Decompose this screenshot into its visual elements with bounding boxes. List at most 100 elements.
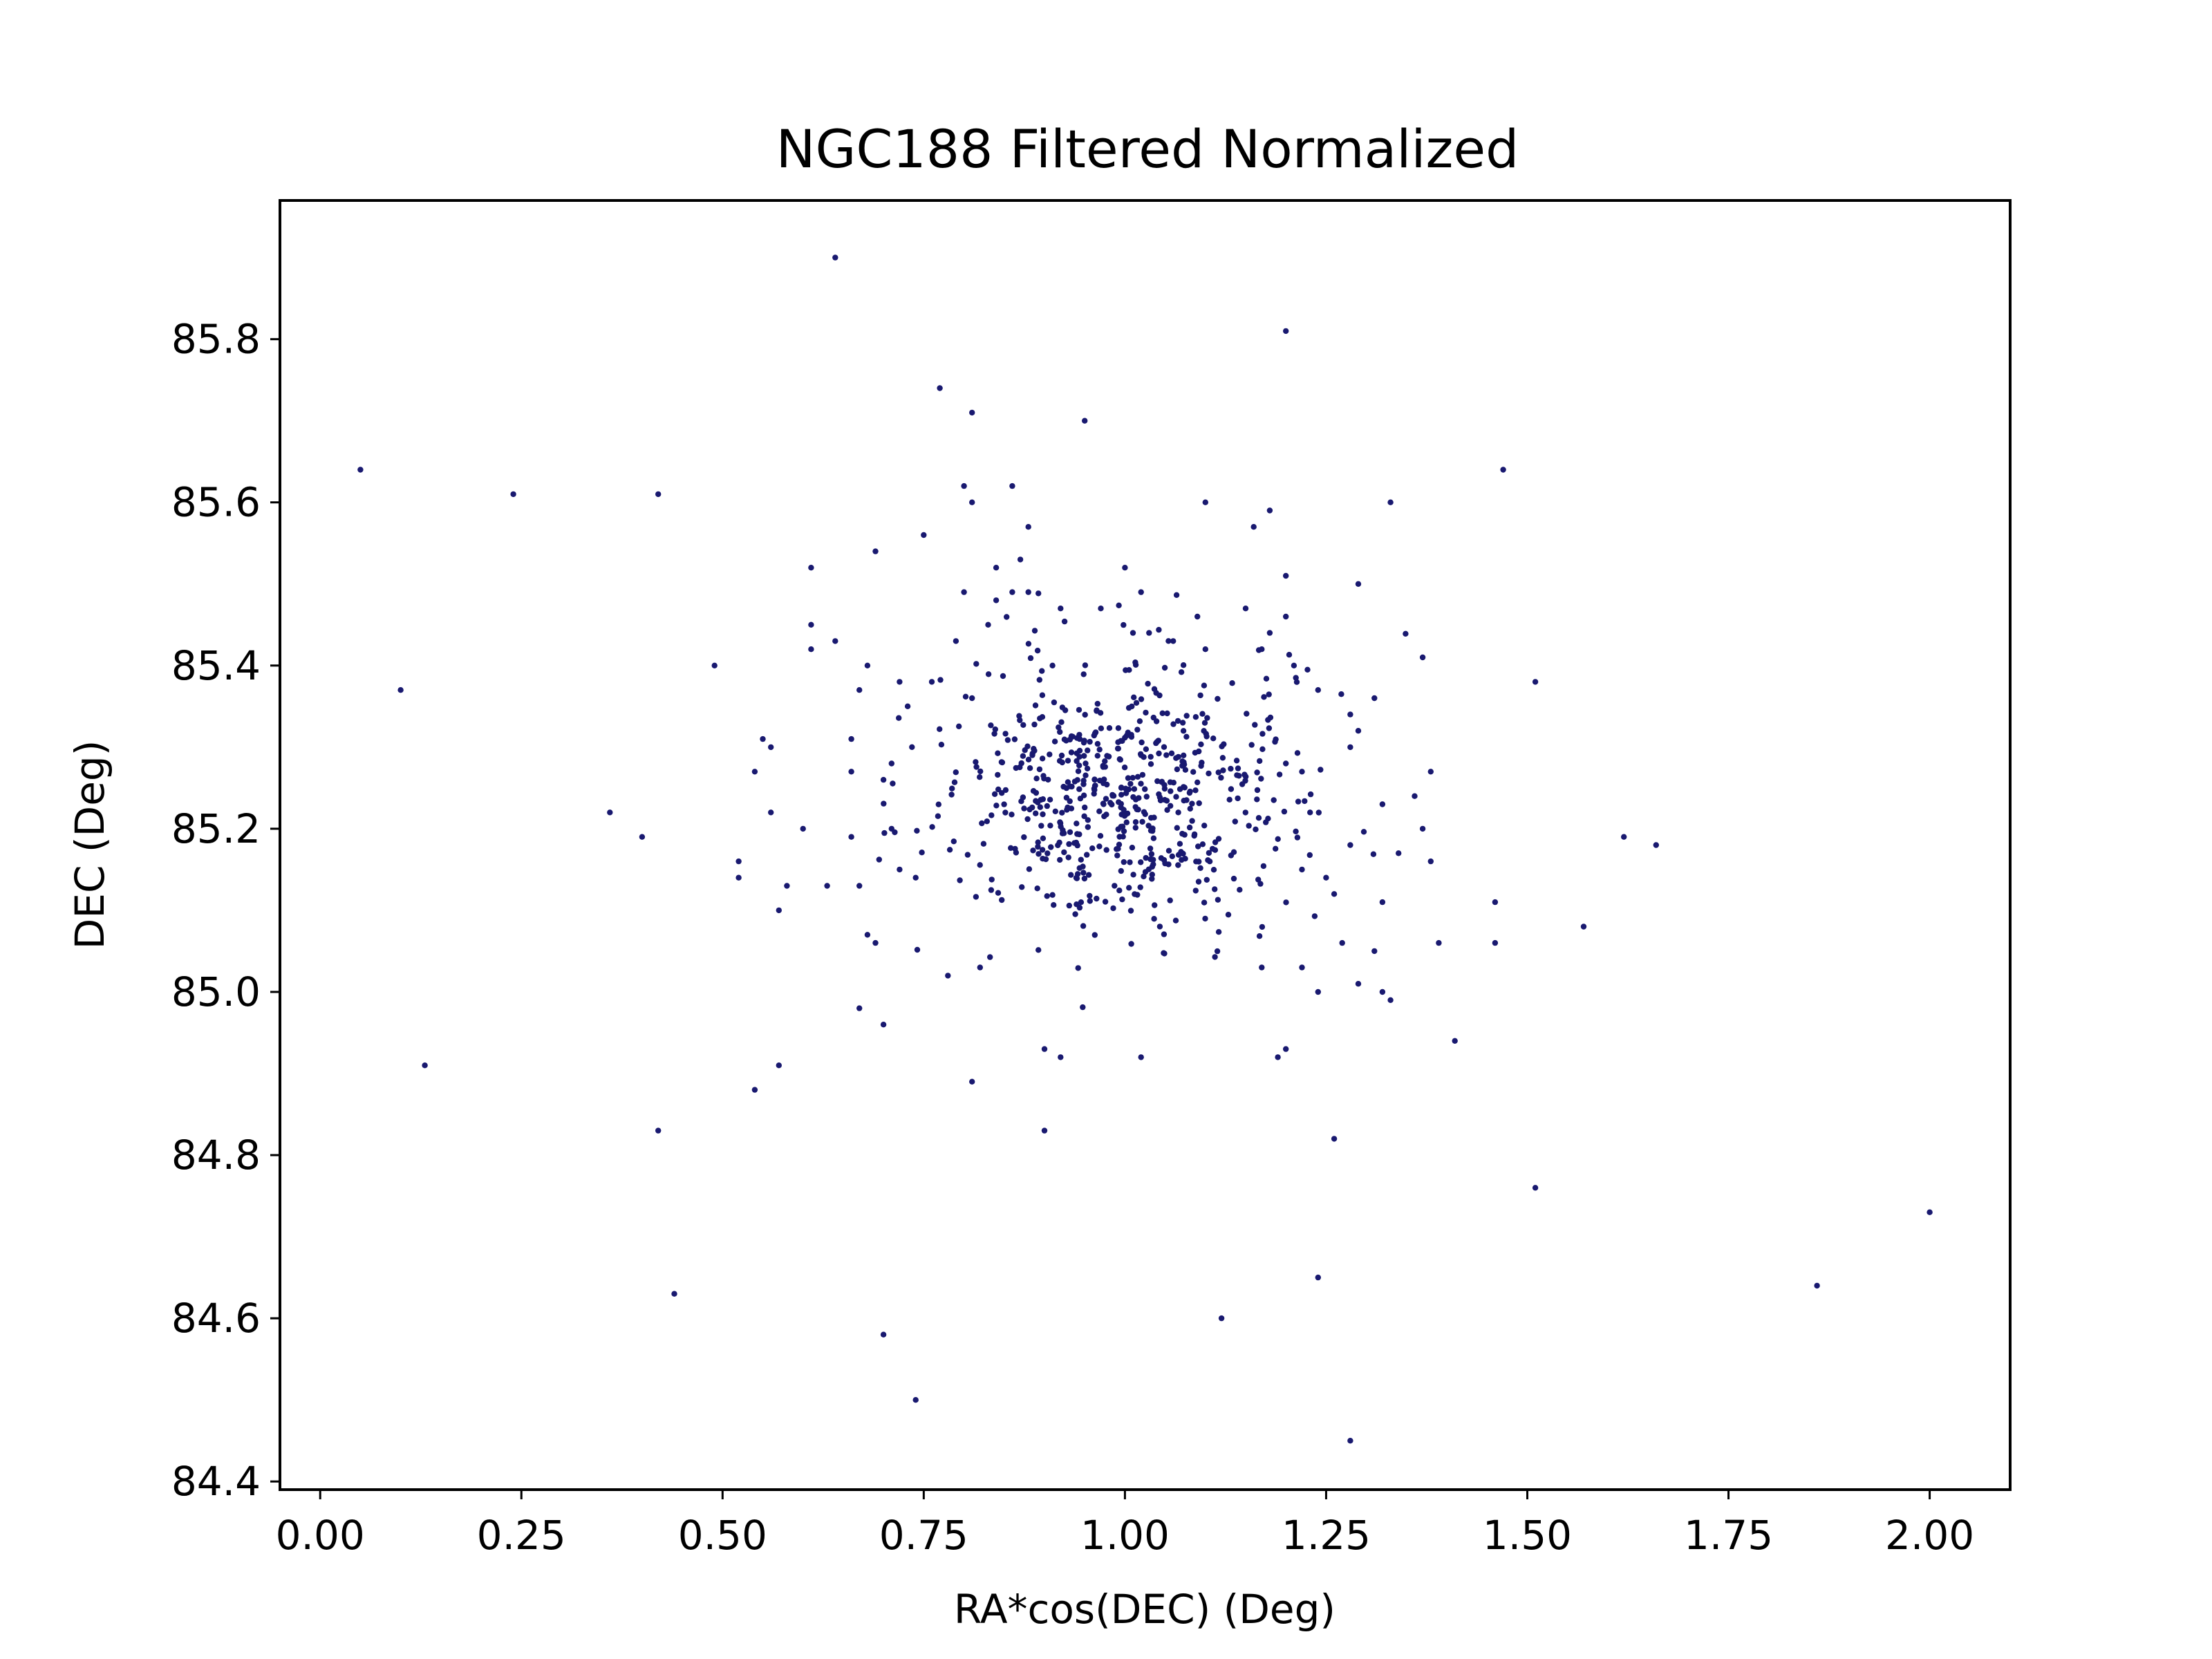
scatter-point: [639, 834, 646, 840]
cluster-point: [1271, 797, 1277, 803]
cluster-point: [1067, 829, 1074, 836]
cluster-point: [1094, 753, 1101, 759]
cluster-point: [914, 946, 921, 953]
scatter-point: [1387, 997, 1394, 1004]
cluster-point: [1032, 702, 1039, 709]
cluster-point: [1134, 774, 1141, 780]
cluster-point: [1165, 638, 1172, 644]
scatter-point: [422, 1062, 428, 1069]
cluster-point: [1210, 867, 1217, 873]
scatter-point: [848, 735, 854, 742]
cluster-point: [1230, 875, 1237, 882]
cluster-point: [1256, 933, 1263, 939]
cluster-point: [1273, 845, 1279, 852]
cluster-point: [1286, 652, 1293, 658]
cluster-point: [1159, 710, 1165, 717]
cluster-point: [1081, 813, 1087, 820]
cluster-point: [1306, 852, 1313, 859]
scatter-point: [1580, 924, 1587, 930]
cluster-point: [1233, 758, 1240, 764]
cluster-point: [1266, 691, 1272, 697]
cluster-point: [1254, 787, 1261, 794]
cluster-point: [1252, 722, 1258, 728]
x-tick-label: 2.00: [1885, 1512, 1974, 1559]
cluster-point: [935, 813, 941, 819]
cluster-point: [1263, 819, 1269, 825]
cluster-point: [988, 812, 995, 818]
cluster-point: [1219, 755, 1226, 761]
scatter-point: [1347, 842, 1353, 848]
cluster-point: [1037, 715, 1043, 722]
scatter-point: [1259, 646, 1265, 653]
cluster-point: [1080, 792, 1087, 798]
cluster-point: [1192, 888, 1199, 894]
cluster-point: [1094, 740, 1101, 747]
scatter-point: [897, 866, 903, 873]
cluster-point: [1150, 856, 1156, 863]
cluster-point: [1360, 829, 1367, 835]
cluster-point: [1085, 817, 1091, 823]
cluster-point: [1161, 950, 1168, 957]
scatter-point: [510, 491, 516, 498]
cluster-point: [938, 742, 945, 748]
cluster-point: [1121, 765, 1128, 771]
cluster-point: [1259, 924, 1266, 930]
cluster-point: [1119, 896, 1125, 903]
scatter-point: [1025, 524, 1031, 530]
scatter-point: [1331, 891, 1338, 897]
cluster-point: [1030, 847, 1036, 854]
cluster-point: [1141, 873, 1147, 880]
cluster-point: [1114, 852, 1121, 859]
cluster-point: [1001, 801, 1007, 807]
cluster-point: [995, 786, 1002, 793]
cluster-point: [1081, 875, 1088, 882]
scatter-point: [1218, 1315, 1225, 1322]
cluster-point: [1131, 694, 1137, 700]
cluster-point: [1109, 792, 1116, 799]
cluster-point: [1173, 755, 1179, 761]
cluster-point: [1187, 805, 1194, 812]
cluster-point: [1183, 733, 1190, 740]
cluster-point: [1338, 691, 1344, 697]
cluster-point: [1232, 818, 1239, 825]
cluster-point: [1198, 741, 1204, 748]
scatter-point: [1355, 581, 1362, 587]
x-axis-label: RA*cos(DEC) (Deg): [954, 1586, 1335, 1633]
cluster-point: [1228, 852, 1235, 859]
cluster-point: [914, 827, 920, 834]
scatter-point: [1532, 1185, 1539, 1191]
cluster-point: [1147, 753, 1154, 760]
cluster-point: [1248, 742, 1255, 748]
scatter-point: [357, 467, 364, 473]
scatter-point: [1041, 1046, 1048, 1052]
cluster-point: [951, 779, 958, 785]
y-tick-label: 85.0: [171, 968, 261, 1015]
cluster-point: [1186, 824, 1193, 831]
scatter-point: [904, 703, 911, 709]
cluster-point: [1091, 776, 1098, 783]
cluster-point: [1009, 812, 1015, 818]
cluster-point: [1115, 725, 1122, 731]
cluster-point: [1196, 800, 1202, 807]
scatter-point: [880, 1022, 887, 1028]
cluster-point: [1244, 711, 1250, 717]
cluster-point: [1074, 758, 1080, 765]
scatter-point: [945, 973, 951, 979]
cluster-point: [992, 726, 999, 733]
cluster-point: [1141, 809, 1147, 815]
scatter-point: [776, 907, 782, 914]
cluster-point: [1096, 747, 1103, 753]
cluster-point: [1020, 753, 1027, 759]
cluster-point: [1260, 863, 1267, 870]
cluster-point: [1094, 700, 1101, 707]
cluster-point: [1167, 779, 1174, 785]
scatter-point: [1250, 524, 1257, 530]
x-tick-label: 0.25: [477, 1512, 566, 1559]
cluster-point: [1189, 800, 1195, 807]
cluster-point: [962, 693, 969, 700]
cluster-point: [980, 841, 987, 847]
cluster-point: [1049, 892, 1056, 898]
cluster-point: [1042, 856, 1049, 863]
scatter-point: [751, 1087, 758, 1093]
cluster-point: [1121, 859, 1127, 865]
